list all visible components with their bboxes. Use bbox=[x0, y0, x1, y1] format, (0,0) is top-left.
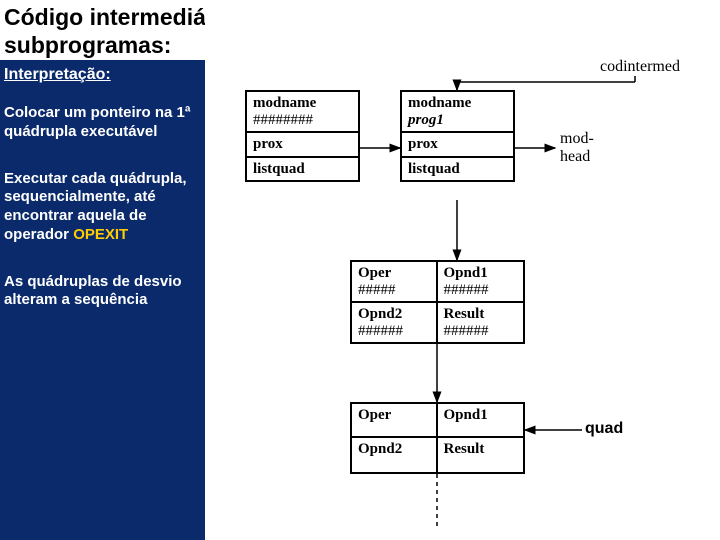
quad1-result-label: Result bbox=[444, 306, 485, 322]
label-codintermed: codintermed bbox=[600, 58, 680, 76]
quad1-opnd2-label: Opnd2 bbox=[358, 306, 402, 322]
quad-box-1: Oper##### Opnd1###### Opnd2###### Result… bbox=[350, 260, 525, 344]
label-modhead: mod- head bbox=[560, 130, 610, 166]
quad2-opnd2: Opnd2 bbox=[352, 438, 438, 472]
sidebar: Interpretação: Colocar um ponteiro na 1ª… bbox=[0, 60, 205, 540]
sidebar-heading: Interpretação: bbox=[4, 66, 199, 84]
module2-prox-label: prox bbox=[408, 136, 438, 152]
diagram-area: codintermed mod- head quad modname #####… bbox=[205, 0, 720, 540]
module2-listquad: listquad bbox=[402, 158, 513, 181]
module2-modname: modname prog1 bbox=[402, 92, 513, 133]
module1-prox: prox bbox=[247, 133, 358, 158]
quad2-result-label: Result bbox=[444, 441, 485, 457]
quad1-opnd1: Opnd1###### bbox=[438, 262, 524, 303]
sidebar-block-3: As quádruplas de desvio alteram a sequên… bbox=[4, 273, 199, 311]
quad1-oper: Oper##### bbox=[352, 262, 438, 303]
sidebar-block-2-hl: OPEXIT bbox=[73, 226, 128, 243]
module-box-2: modname prog1 prox listquad bbox=[400, 90, 515, 182]
quad1-opnd2: Opnd2###### bbox=[352, 303, 438, 342]
quad2-opnd1-label: Opnd1 bbox=[444, 407, 488, 423]
sidebar-block-1: Colocar um ponteiro na 1ª quádrupla exec… bbox=[4, 104, 199, 142]
module2-modname-value: prog1 bbox=[408, 112, 444, 128]
quad1-opnd2-value: ###### bbox=[358, 323, 403, 339]
quad2-oper: Oper bbox=[352, 404, 438, 438]
module1-listquad-label: listquad bbox=[253, 161, 305, 177]
quad2-opnd1: Opnd1 bbox=[438, 404, 524, 438]
module1-listquad: listquad bbox=[247, 158, 358, 181]
quad1-opnd1-label: Opnd1 bbox=[444, 265, 488, 281]
module-box-1: modname ######## prox listquad bbox=[245, 90, 360, 182]
quad2-opnd2-label: Opnd2 bbox=[358, 441, 402, 457]
module2-prox: prox bbox=[402, 133, 513, 158]
quad1-oper-value: ##### bbox=[358, 282, 396, 298]
module1-modname-label: modname bbox=[253, 95, 316, 111]
module2-modname-label: modname bbox=[408, 95, 471, 111]
module1-modname: modname ######## bbox=[247, 92, 358, 133]
quad2-oper-label: Oper bbox=[358, 407, 391, 423]
quad1-result-value: ###### bbox=[444, 323, 489, 339]
quad2-result: Result bbox=[438, 438, 524, 472]
module1-modname-value: ######## bbox=[253, 112, 313, 128]
quad1-oper-label: Oper bbox=[358, 265, 391, 281]
quad1-result: Result###### bbox=[438, 303, 524, 342]
quad1-opnd1-value: ###### bbox=[444, 282, 489, 298]
module1-prox-label: prox bbox=[253, 136, 283, 152]
sidebar-block-2: Executar cada quádrupla, sequencialmente… bbox=[4, 170, 199, 245]
quad-box-2: Oper Opnd1 Opnd2 Result bbox=[350, 402, 525, 474]
label-quad: quad bbox=[585, 420, 623, 438]
module2-listquad-label: listquad bbox=[408, 161, 460, 177]
